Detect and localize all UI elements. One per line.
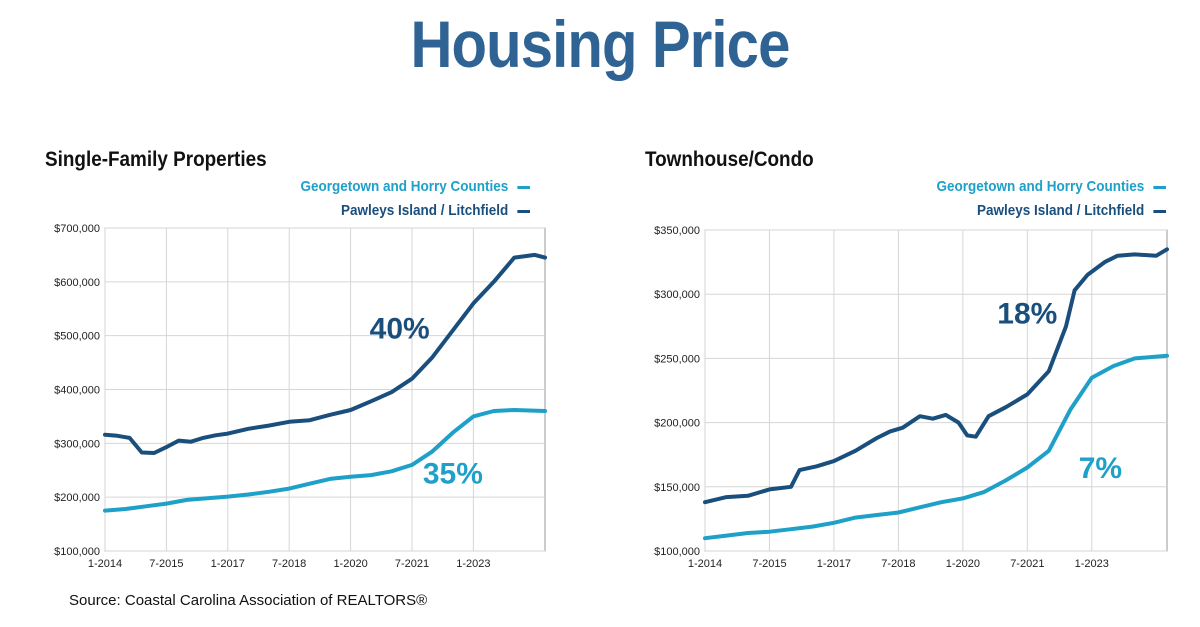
legend-label: Georgetown and Horry Counties — [300, 178, 509, 195]
y-tick-label: $100,000 — [54, 546, 100, 558]
x-tick-label: 7-2021 — [395, 558, 429, 570]
page-title: Housing Price — [410, 7, 790, 81]
x-tick-label: 1-2020 — [946, 558, 980, 570]
y-tick-label: $100,000 — [654, 546, 700, 558]
legend-item-pawleys-right: Pawleys Island / Litchfield — [977, 202, 1166, 219]
legend-swatch — [1153, 185, 1166, 189]
x-tick-label: 1-2020 — [333, 558, 367, 570]
y-tick-label: $300,000 — [654, 289, 700, 301]
x-tick-label: 1-2017 — [817, 558, 851, 570]
legend-item-georgetown-left: Georgetown and Horry Counties — [301, 178, 530, 195]
legend-label: Pawleys Island / Litchfield — [977, 202, 1145, 219]
chart-title-townhouse: Townhouse/Condo — [645, 148, 814, 171]
legend-label: Georgetown and Horry Counties — [936, 178, 1145, 195]
x-tick-label: 1-2017 — [211, 558, 245, 570]
y-tick-label: $400,000 — [54, 385, 100, 397]
legend-swatch — [517, 185, 530, 189]
series-line-georgetown — [703, 353, 1169, 541]
legend-item-pawleys-left: Pawleys Island / Litchfield — [341, 202, 530, 219]
x-tick-label: 1-2014 — [88, 558, 122, 570]
x-tick-label: 1-2023 — [1075, 558, 1109, 570]
legend-swatch — [517, 209, 530, 213]
series-line-pawleys — [703, 247, 1169, 505]
chart-single-family: $100,000 $200,000 $300,000 $400,000 $500,000… — [54, 223, 547, 570]
legend-label: Pawleys Island / Litchfield — [341, 202, 509, 219]
chart-townhouse-condo: $100,000 $150,000 $200,000 $250,000 $300,000… — [654, 225, 1169, 570]
y-tick-label: $600,000 — [54, 277, 100, 289]
x-tick-label: 7-2018 — [272, 558, 306, 570]
source-note: Source: Coastal Carolina Association of … — [69, 592, 428, 609]
y-tick-label: $200,000 — [54, 492, 100, 504]
y-tick-label: $700,000 — [54, 223, 100, 235]
y-tick-label: $200,000 — [654, 418, 700, 430]
x-tick-label: 7-2021 — [1010, 558, 1044, 570]
y-tick-label: $250,000 — [654, 353, 700, 365]
series-line-pawleys — [103, 252, 547, 455]
y-tick-label: $500,000 — [54, 331, 100, 343]
x-tick-label: 7-2015 — [752, 558, 786, 570]
series-annotation: 18% — [997, 298, 1057, 331]
series-annotation: 7% — [1079, 452, 1122, 485]
x-tick-label: 7-2018 — [881, 558, 915, 570]
series-line-georgetown — [103, 408, 547, 513]
x-tick-label: 1-2023 — [456, 558, 490, 570]
y-tick-label: $350,000 — [654, 225, 700, 237]
legend-item-georgetown-right: Georgetown and Horry Counties — [937, 178, 1166, 195]
series-annotation: 40% — [370, 312, 430, 345]
legend-swatch — [1153, 209, 1166, 213]
x-tick-label: 7-2015 — [149, 558, 183, 570]
y-tick-label: $300,000 — [54, 438, 100, 450]
x-tick-label: 1-2014 — [688, 558, 722, 570]
y-tick-label: $150,000 — [654, 482, 700, 494]
series-annotation: 35% — [423, 458, 483, 491]
chart-title-single-family: Single-Family Properties — [45, 148, 267, 171]
